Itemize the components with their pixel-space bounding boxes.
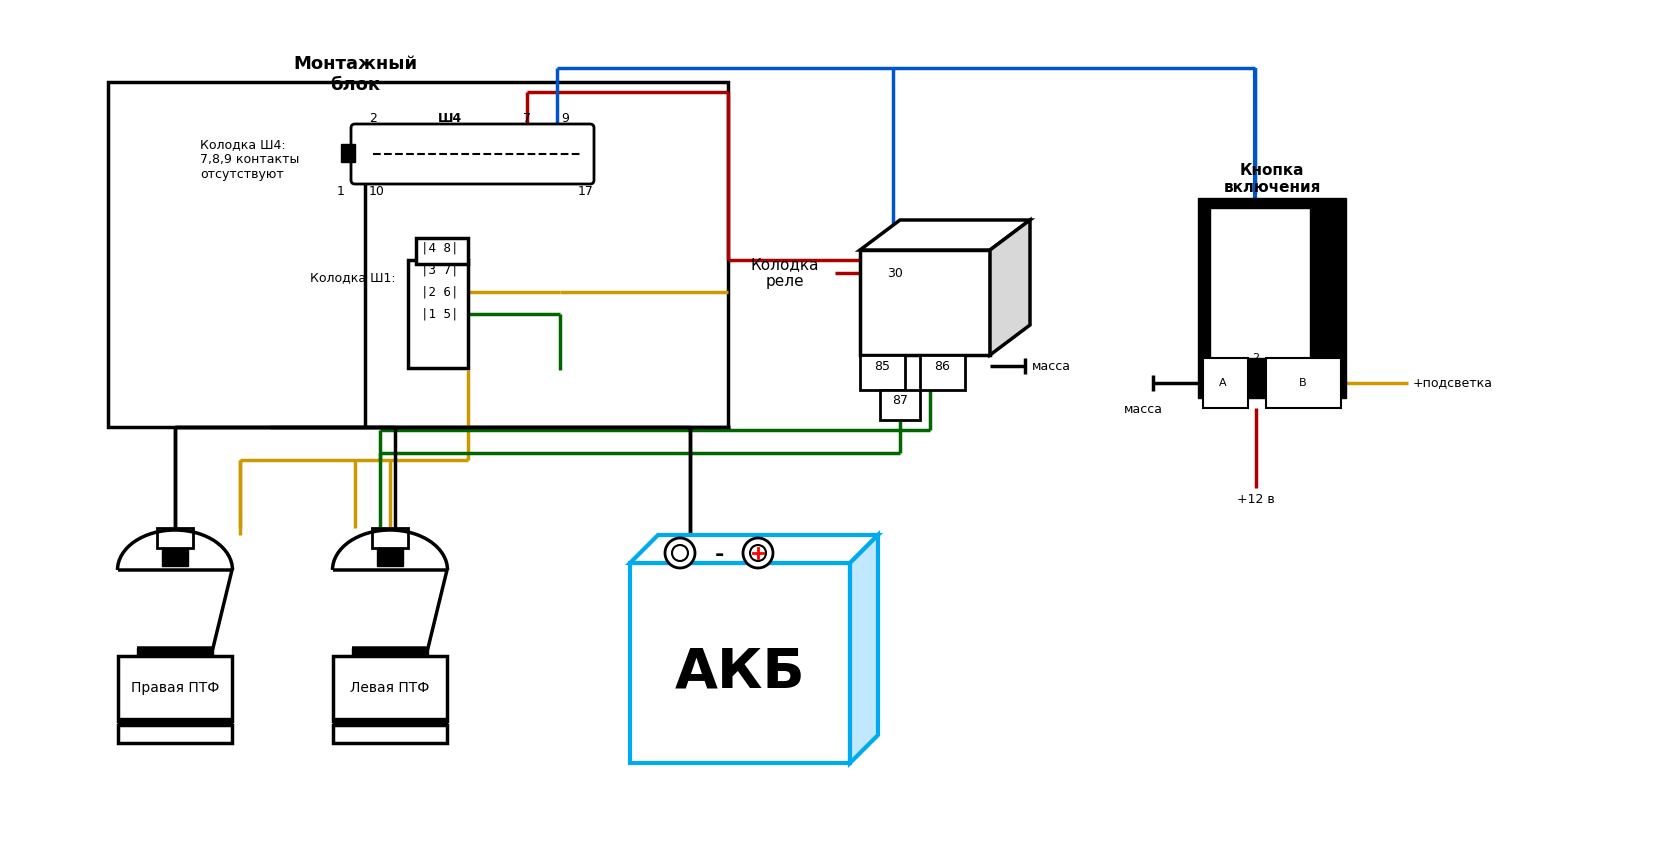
Bar <box>137 648 212 656</box>
Text: D: D <box>1308 208 1317 218</box>
Text: 9: 9 <box>560 112 569 125</box>
Bar <box>880 390 920 420</box>
Text: 1: 1 <box>1251 373 1258 383</box>
Text: Кнопка
включения
передних ПТФ: Кнопка включения передних ПТФ <box>1206 163 1335 212</box>
Text: 85: 85 <box>873 359 890 372</box>
Text: 17: 17 <box>577 185 594 198</box>
Bar <box>341 144 355 162</box>
Bar <box>157 528 192 548</box>
Bar <box>333 725 447 743</box>
Text: |2 6|: |2 6| <box>422 286 458 298</box>
Bar <box>351 648 428 656</box>
Circle shape <box>664 538 694 568</box>
Text: |1 5|: |1 5| <box>422 308 458 321</box>
Bar <box>162 548 187 566</box>
Circle shape <box>750 545 766 561</box>
Text: 2: 2 <box>368 112 376 125</box>
Text: 30: 30 <box>887 267 902 280</box>
Text: 7,8,9 контакты
отсутствуют: 7,8,9 контакты отсутствуют <box>199 153 299 181</box>
Text: +подсветка: +подсветка <box>1412 377 1492 390</box>
FancyBboxPatch shape <box>351 124 594 184</box>
Text: масса: масса <box>1031 359 1071 372</box>
Text: Колодка Ш4:: Колодка Ш4: <box>199 138 286 151</box>
Text: |3 7|: |3 7| <box>422 263 458 277</box>
Text: 2: 2 <box>1251 353 1258 363</box>
Text: Правая ПТФ: Правая ПТФ <box>130 681 219 695</box>
Text: АКБ: АКБ <box>674 646 805 700</box>
Polygon shape <box>333 570 447 648</box>
Polygon shape <box>860 220 1029 250</box>
Text: Колодка Ш1:: Колодка Ш1: <box>310 272 395 285</box>
Bar <box>1198 198 1345 398</box>
Bar <box>1203 358 1248 408</box>
Text: 7: 7 <box>522 112 530 125</box>
Text: Монтажный
блок: Монтажный блок <box>293 55 417 94</box>
Polygon shape <box>117 570 233 648</box>
Bar <box>1265 358 1340 408</box>
Bar <box>117 725 233 743</box>
Text: 10: 10 <box>368 185 385 198</box>
Text: |4 8|: |4 8| <box>422 242 458 255</box>
Polygon shape <box>989 220 1029 355</box>
Polygon shape <box>850 535 877 763</box>
Text: 86: 86 <box>934 359 949 372</box>
Polygon shape <box>629 535 877 563</box>
Bar <box>117 656 233 721</box>
Text: B: B <box>1298 378 1307 388</box>
Bar <box>333 656 447 721</box>
Bar <box>408 260 468 368</box>
Text: Левая ПТФ: Левая ПТФ <box>350 681 430 695</box>
Text: Ш4: Ш4 <box>438 112 462 125</box>
Bar <box>920 355 964 390</box>
Text: масса: масса <box>1123 403 1161 416</box>
Bar <box>417 238 468 264</box>
Text: +12 в: +12 в <box>1236 493 1275 506</box>
Text: Колодка
реле: Колодка реле <box>750 257 818 289</box>
Bar <box>117 718 233 725</box>
Circle shape <box>671 545 688 561</box>
Bar <box>860 355 905 390</box>
Bar <box>1210 208 1310 358</box>
Bar <box>109 82 728 427</box>
Bar <box>376 548 403 566</box>
Bar <box>629 563 850 763</box>
Bar <box>333 718 447 725</box>
Text: -: - <box>714 545 723 565</box>
Text: 1: 1 <box>336 185 345 198</box>
Circle shape <box>743 538 773 568</box>
Text: A: A <box>1218 378 1226 388</box>
Text: 87: 87 <box>892 394 907 407</box>
Bar <box>860 250 989 355</box>
Bar <box>371 528 408 548</box>
